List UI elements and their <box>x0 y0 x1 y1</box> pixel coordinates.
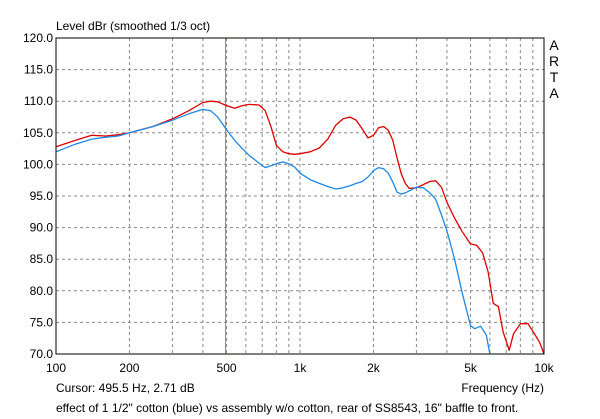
brand-letter: A <box>549 37 559 53</box>
x-tick-label: 5k <box>464 361 478 375</box>
x-tick-label: 200 <box>119 361 139 375</box>
y-tick-labels: 120.0 115.0 110.0 105.0 100.0 95.0 90.0 85.0 80.… <box>23 31 53 361</box>
y-tick-label: 100.0 <box>23 157 53 171</box>
series-line-1 <box>55 100 545 355</box>
brand-letter: T <box>550 69 559 85</box>
plot-area <box>55 37 545 355</box>
y-tick-label: 95.0 <box>30 189 54 203</box>
y-tick-label: 90.0 <box>30 221 54 235</box>
y-tick-label: 105.0 <box>23 126 53 140</box>
x-tick-label: 10k <box>534 361 554 375</box>
brand-letter: A <box>549 85 559 101</box>
x-tick-label: 1k <box>294 361 308 375</box>
x-axis-label: Frequency (Hz) <box>461 381 544 395</box>
y-tick-label: 115.0 <box>24 63 53 77</box>
chart-title: Level dBr (smoothed 1/3 oct) <box>56 19 210 33</box>
y-tick-label: 110.0 <box>24 94 53 108</box>
plot-frame <box>55 37 545 355</box>
x-tick-labels: 100 200 500 1k 2k 5k 10k <box>46 361 555 375</box>
cursor-readout: Cursor: 495.5 Hz, 2.71 dB <box>56 381 195 395</box>
series-line-2 <box>55 108 491 355</box>
series-layer <box>55 100 545 355</box>
y-tick-label: 120.0 <box>23 31 53 45</box>
x-tick-label: 500 <box>217 361 237 375</box>
x-tick-label: 2k <box>367 361 381 375</box>
y-tick-label: 80.0 <box>30 284 54 298</box>
brand-letter: R <box>549 53 559 69</box>
y-tick-label: 70.0 <box>30 347 54 361</box>
y-tick-label: 75.0 <box>30 315 54 329</box>
x-tick-label: 100 <box>46 361 66 375</box>
grid-layer <box>56 38 544 354</box>
y-tick-label: 85.0 <box>30 252 54 266</box>
chart-caption: effect of 1 1/2" cotton (blue) vs assemb… <box>56 401 518 415</box>
